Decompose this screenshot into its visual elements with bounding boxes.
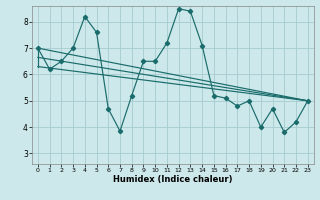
X-axis label: Humidex (Indice chaleur): Humidex (Indice chaleur) bbox=[113, 175, 233, 184]
